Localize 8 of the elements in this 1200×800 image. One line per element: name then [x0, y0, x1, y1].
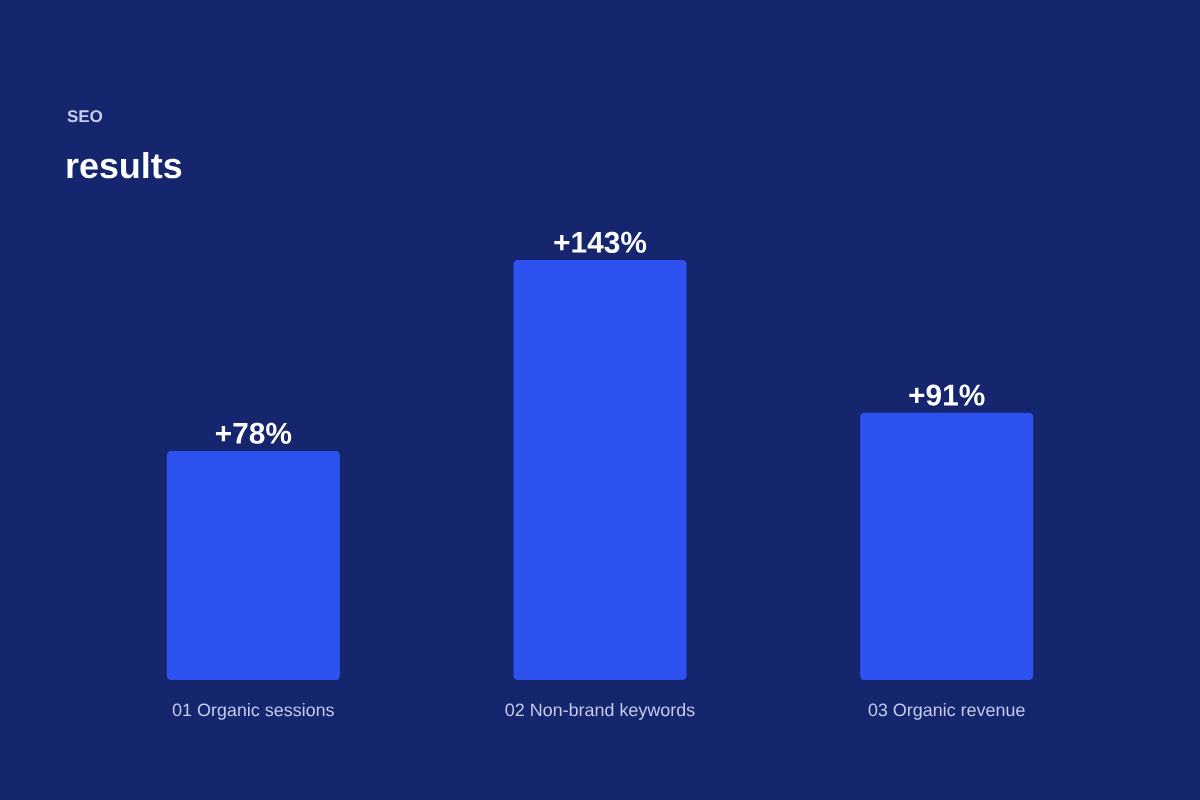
- data-label: +91%: [909, 384, 985, 406]
- chart-subtitle: SEO: [67, 110, 103, 123]
- chart-title: results: [67, 152, 182, 179]
- x-tick-label: 02 Non-brand keywords: [505, 703, 695, 720]
- x-tick-label: 01 Organic sessions: [172, 703, 334, 720]
- data-label: +143%: [554, 231, 647, 253]
- data-label: +78%: [215, 422, 292, 444]
- x-tick-label: 03 Organic revenue: [868, 703, 1025, 720]
